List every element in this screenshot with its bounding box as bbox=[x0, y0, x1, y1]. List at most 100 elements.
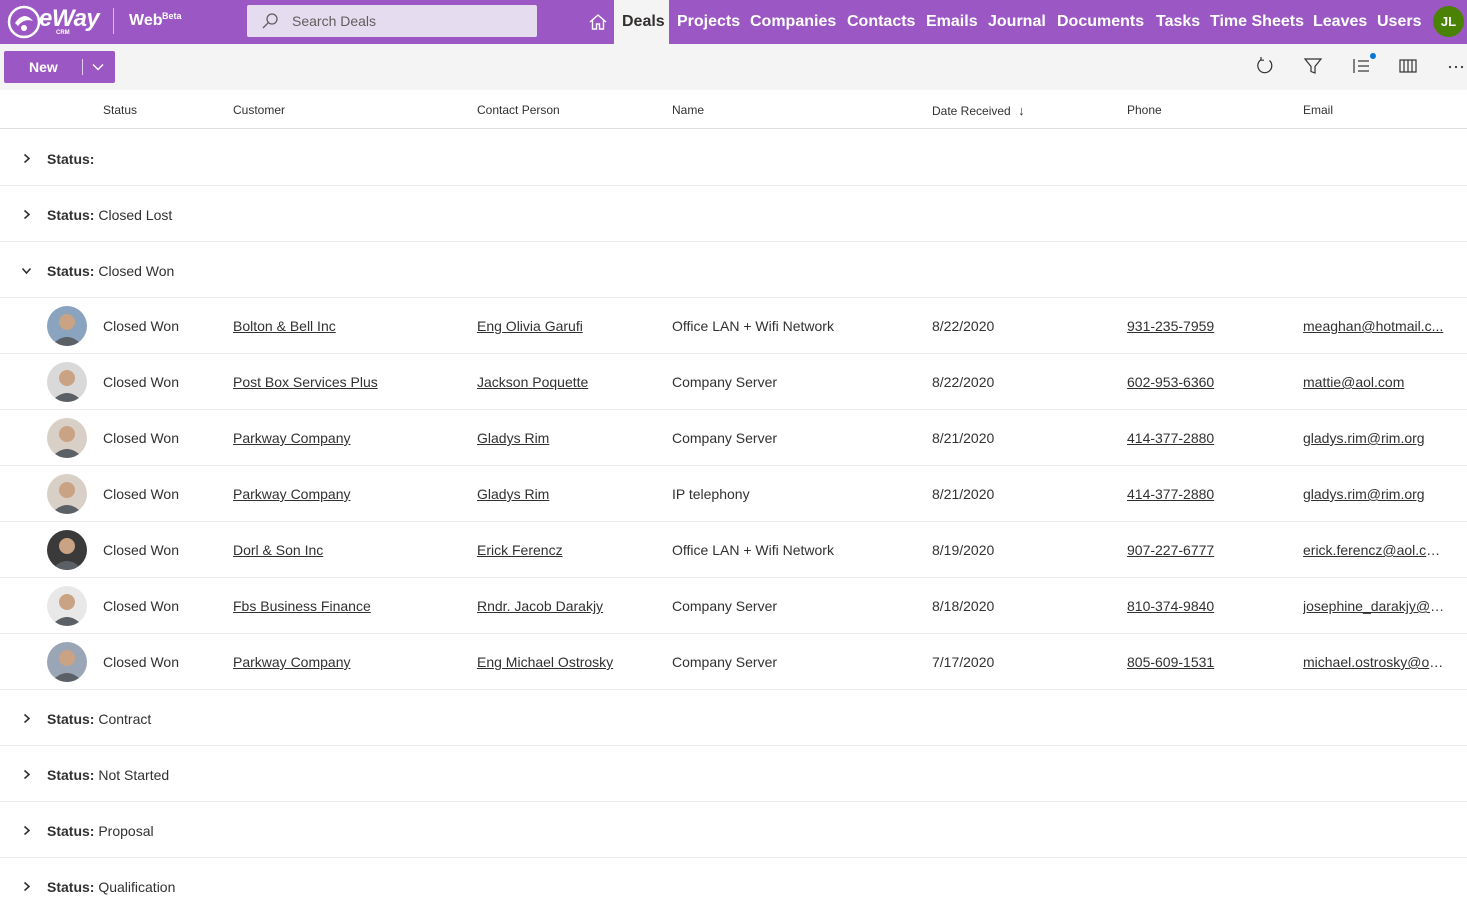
deal-name-cell: Office LAN + Wifi Network bbox=[672, 542, 834, 558]
new-button[interactable]: New bbox=[4, 51, 115, 83]
tab-projects[interactable]: Projects bbox=[677, 0, 740, 44]
table-row[interactable]: Closed Won Parkway Company Gladys Rim Compa… bbox=[0, 410, 1467, 466]
column-header-email[interactable]: Email bbox=[1303, 103, 1334, 117]
table-row[interactable]: Closed Won Parkway Company Gladys Rim IP te… bbox=[0, 466, 1467, 522]
chevron-right-icon[interactable] bbox=[21, 153, 32, 164]
group-row[interactable]: Status: Proposal bbox=[0, 802, 1467, 858]
tab-users[interactable]: Users bbox=[1377, 0, 1421, 44]
tab-tasks[interactable]: Tasks bbox=[1156, 0, 1200, 44]
app-name: Web bbox=[129, 12, 163, 29]
customer-link[interactable]: Dorl & Son Inc bbox=[233, 542, 324, 558]
column-header-status[interactable]: Status bbox=[103, 103, 138, 117]
chevron-right-icon[interactable] bbox=[21, 209, 32, 220]
tab-label: Emails bbox=[926, 13, 978, 30]
eway-logo[interactable] bbox=[6, 4, 92, 40]
phone-link[interactable]: 810-374-9840 bbox=[1127, 598, 1215, 614]
tab-journal[interactable]: Journal bbox=[988, 0, 1046, 44]
refresh-icon[interactable] bbox=[1255, 56, 1275, 76]
notification-dot bbox=[1370, 53, 1376, 59]
customer-link[interactable]: Parkway Company bbox=[233, 486, 351, 502]
customer-link[interactable]: Bolton & Bell Inc bbox=[233, 318, 336, 334]
tab-leaves[interactable]: Leaves bbox=[1313, 0, 1367, 44]
contact-person-link[interactable]: Eng Olivia Garufi bbox=[477, 318, 583, 334]
contact-photo-avatar bbox=[47, 306, 87, 346]
date-received-cell: 8/19/2020 bbox=[932, 542, 995, 558]
deal-name-cell: IP telephony bbox=[672, 486, 750, 502]
group-label: Status: Closed Lost bbox=[47, 207, 172, 223]
customer-link[interactable]: Parkway Company bbox=[233, 430, 351, 446]
group-label-prefix: Status: bbox=[47, 879, 95, 895]
group-row[interactable]: Status: Closed Lost bbox=[0, 186, 1467, 242]
tab-deals[interactable]: Deals bbox=[614, 0, 669, 44]
tab-documents[interactable]: Documents bbox=[1057, 0, 1144, 44]
email-link[interactable]: gladys.rim@rim.org bbox=[1303, 486, 1425, 502]
table-row[interactable]: Closed Won Bolton & Bell Inc Eng Olivia Ga… bbox=[0, 298, 1467, 354]
deal-name-cell: Company Server bbox=[672, 430, 778, 446]
phone-link[interactable]: 414-377-2880 bbox=[1127, 430, 1215, 446]
table-row[interactable]: Closed Won Parkway Company Eng Michael Ost… bbox=[0, 634, 1467, 690]
top-navigation-bar: eWay CRM Web Beta Deals Projects Compani… bbox=[0, 0, 1467, 44]
tab-label: Time Sheets bbox=[1210, 13, 1304, 30]
tab-label: Journal bbox=[988, 13, 1046, 30]
contact-person-link[interactable]: Eng Michael Ostrosky bbox=[477, 654, 614, 670]
tab-companies[interactable]: Companies bbox=[750, 0, 836, 44]
column-header-date-received[interactable]: Date Received ↓ bbox=[932, 103, 1025, 118]
date-received-cell: 8/21/2020 bbox=[932, 486, 995, 502]
group-row[interactable]: Status: bbox=[0, 130, 1467, 186]
sort-descending-icon: ↓ bbox=[1018, 103, 1025, 118]
search-box[interactable] bbox=[247, 5, 537, 37]
email-link[interactable]: josephine_darakjy@d... bbox=[1303, 598, 1445, 614]
search-input[interactable] bbox=[292, 5, 527, 37]
phone-link[interactable]: 602-953-6360 bbox=[1127, 374, 1215, 390]
contact-person-link[interactable]: Rndr. Jacob Darakjy bbox=[477, 598, 604, 614]
home-icon[interactable] bbox=[586, 10, 610, 34]
chevron-down-icon[interactable] bbox=[21, 265, 32, 276]
column-header-name[interactable]: Name bbox=[672, 103, 705, 117]
customer-link[interactable]: Post Box Services Plus bbox=[233, 374, 378, 390]
column-header-customer[interactable]: Customer bbox=[233, 103, 286, 117]
group-row[interactable]: Status: Qualification bbox=[0, 858, 1467, 909]
email-link[interactable]: michael.ostrosky@os... bbox=[1303, 654, 1445, 670]
customer-link[interactable]: Fbs Business Finance bbox=[233, 598, 371, 614]
tab-time-sheets[interactable]: Time Sheets bbox=[1210, 0, 1304, 44]
phone-link[interactable]: 931-235-7959 bbox=[1127, 318, 1215, 334]
group-row[interactable]: Status: Closed Won bbox=[0, 242, 1467, 298]
columns-icon[interactable] bbox=[1398, 56, 1418, 76]
table-row[interactable]: Closed Won Fbs Business Finance Rndr. Jaco… bbox=[0, 578, 1467, 634]
chevron-down-icon[interactable] bbox=[92, 61, 104, 73]
phone-link[interactable]: 907-227-6777 bbox=[1127, 542, 1215, 558]
column-header-contact-person[interactable]: Contact Person bbox=[477, 103, 560, 117]
list-settings-icon[interactable] bbox=[1351, 56, 1371, 76]
email-link[interactable]: erick.ferencz@aol.com bbox=[1303, 542, 1445, 558]
tab-contacts[interactable]: Contacts bbox=[847, 0, 915, 44]
contact-person-link[interactable]: Gladys Rim bbox=[477, 486, 550, 502]
contact-person-link[interactable]: Gladys Rim bbox=[477, 430, 550, 446]
column-header-phone[interactable]: Phone bbox=[1127, 103, 1162, 117]
tab-emails[interactable]: Emails bbox=[926, 0, 978, 44]
email-link[interactable]: mattie@aol.com bbox=[1303, 374, 1405, 390]
contact-person-link[interactable]: Erick Ferencz bbox=[477, 542, 563, 558]
person-icon bbox=[47, 362, 87, 402]
email-link[interactable]: gladys.rim@rim.org bbox=[1303, 430, 1425, 446]
contact-person-link[interactable]: Jackson Poquette bbox=[477, 374, 589, 390]
group-row[interactable]: Status: Not Started bbox=[0, 746, 1467, 802]
chevron-right-icon[interactable] bbox=[21, 769, 32, 780]
chevron-right-icon[interactable] bbox=[21, 881, 32, 892]
group-label-value: Not Started bbox=[94, 767, 170, 783]
table-row[interactable]: Closed Won Post Box Services Plus Jackson … bbox=[0, 354, 1467, 410]
chevron-right-icon[interactable] bbox=[21, 713, 32, 724]
user-avatar[interactable]: JL bbox=[1433, 6, 1464, 37]
customer-link[interactable]: Parkway Company bbox=[233, 654, 351, 670]
group-label-value: Closed Won bbox=[94, 263, 175, 279]
group-row[interactable]: Status: Contract bbox=[0, 690, 1467, 746]
phone-link[interactable]: 805-609-1531 bbox=[1127, 654, 1215, 670]
group-label-prefix: Status: bbox=[47, 711, 95, 727]
more-icon[interactable] bbox=[1446, 56, 1466, 76]
phone-link[interactable]: 414-377-2880 bbox=[1127, 486, 1215, 502]
chevron-right-icon[interactable] bbox=[21, 825, 32, 836]
contact-photo-avatar bbox=[47, 586, 87, 626]
logo-mark-icon bbox=[7, 5, 41, 39]
email-link[interactable]: meaghan@hotmail.c... bbox=[1303, 318, 1444, 334]
filter-icon[interactable] bbox=[1303, 56, 1323, 76]
table-row[interactable]: Closed Won Dorl & Son Inc Erick Ferencz Off… bbox=[0, 522, 1467, 578]
